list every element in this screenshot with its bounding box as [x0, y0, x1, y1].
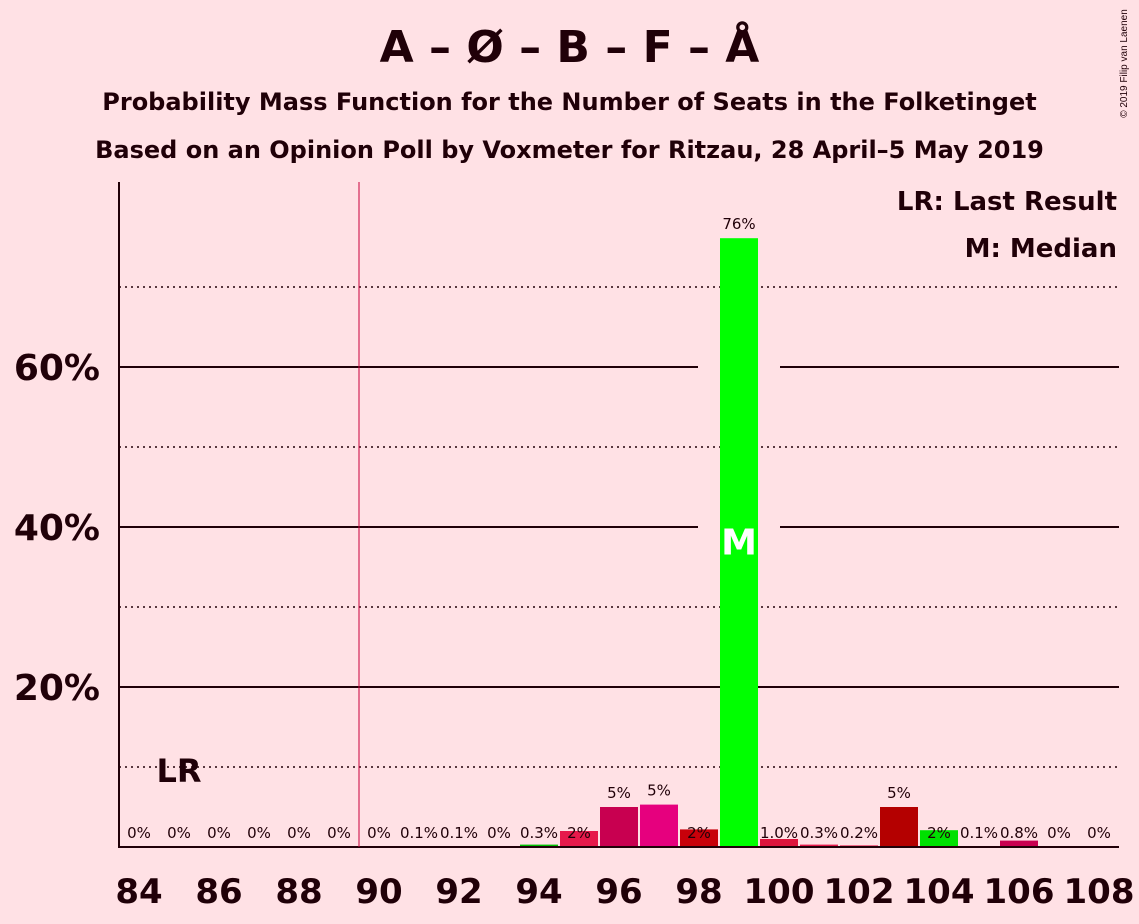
- x-tick-label: 96: [595, 872, 642, 912]
- bar: [560, 831, 598, 847]
- legend-median: M: Median: [965, 234, 1117, 264]
- x-tick-label: 108: [1064, 872, 1135, 912]
- bar-value-label: 2%: [567, 824, 591, 842]
- grid-gap: [758, 365, 780, 369]
- x-tick-label: 98: [675, 872, 722, 912]
- bar-value-label: 0.3%: [800, 824, 838, 842]
- bar: [600, 807, 638, 847]
- bar-value-label: 0%: [367, 824, 391, 842]
- last-result-marker: LR: [156, 752, 201, 790]
- bar-value-label: 2%: [927, 824, 951, 842]
- bar: [680, 829, 718, 847]
- x-tick-label: 86: [195, 872, 242, 912]
- bar: [720, 238, 758, 847]
- bar-value-label: 5%: [647, 782, 671, 800]
- legend-last-result: LR: Last Result: [897, 187, 1117, 217]
- bar-value-label: 5%: [887, 784, 911, 802]
- bar-value-label: 0%: [247, 824, 271, 842]
- bar-series: [400, 238, 1038, 847]
- bar-value-label: 0%: [207, 824, 231, 842]
- bar-value-label: 0.8%: [1000, 824, 1038, 842]
- axes: [118, 182, 1119, 848]
- chart-subtitle-1: Probability Mass Function for the Number…: [102, 88, 1037, 116]
- bar: [920, 830, 958, 847]
- bar: [640, 804, 678, 847]
- bar: [520, 844, 558, 847]
- bar-value-label: 0%: [127, 824, 151, 842]
- x-tick-label: 90: [355, 872, 402, 912]
- y-tick-label: 40%: [14, 508, 100, 549]
- y-tick-label: 20%: [14, 668, 100, 709]
- bar-value-labels: 0% 0% 0% 0% 0% 0% 0% 0.1% 0.1% 0% 0.3% 2%5% 5%2%76%1…: [127, 215, 1111, 842]
- bar: [760, 839, 798, 847]
- x-tick-label: 106: [984, 872, 1055, 912]
- x-tick-label: 88: [275, 872, 322, 912]
- chart-subtitle-2: Based on an Opinion Poll by Voxmeter for…: [95, 136, 1044, 164]
- x-tick-label: 104: [904, 872, 975, 912]
- bar-value-label: 5%: [607, 784, 631, 802]
- grid-gap: [698, 365, 720, 369]
- bar-value-label: 0.1%: [400, 824, 438, 842]
- bar-value-label: 0.1%: [440, 824, 478, 842]
- bar-value-label: 0%: [167, 824, 191, 842]
- bar: [880, 807, 918, 847]
- bar-value-label: 76%: [722, 215, 755, 233]
- x-tick-label: 100: [744, 872, 815, 912]
- bar: [800, 844, 838, 847]
- chart-title: A – Ø – B – F – Å: [379, 22, 760, 73]
- median-marker: M: [721, 523, 757, 564]
- x-tick-label: 92: [435, 872, 482, 912]
- bar-value-label: 0%: [1047, 824, 1071, 842]
- bar-value-label: 0%: [487, 824, 511, 842]
- bar-value-label: 2%: [687, 824, 711, 842]
- grid-lines: [119, 286, 1119, 768]
- grid-gap: [758, 525, 780, 529]
- bar-value-label: 0.3%: [520, 824, 558, 842]
- bar-value-label: 0.2%: [840, 824, 878, 842]
- overlay-markers: M LR LR: Last Result M: Median: [156, 182, 1117, 847]
- y-tick-label: 60%: [14, 348, 100, 389]
- grid-gap: [698, 525, 720, 529]
- bar: [1000, 840, 1038, 847]
- x-tick-label: 102: [824, 872, 895, 912]
- bar-value-label: 0%: [1087, 824, 1111, 842]
- bar-value-label: 0%: [287, 824, 311, 842]
- tick-labels: 84 86 88 90 92 94 96 98 100 102 104 106 108 20% 40% 60%: [14, 348, 1135, 912]
- x-tick-label: 84: [115, 872, 162, 912]
- bar-value-label: 1.0%: [760, 824, 798, 842]
- bar-value-label: 0%: [327, 824, 351, 842]
- bar-value-label: 0.1%: [960, 824, 998, 842]
- x-tick-label: 94: [515, 872, 562, 912]
